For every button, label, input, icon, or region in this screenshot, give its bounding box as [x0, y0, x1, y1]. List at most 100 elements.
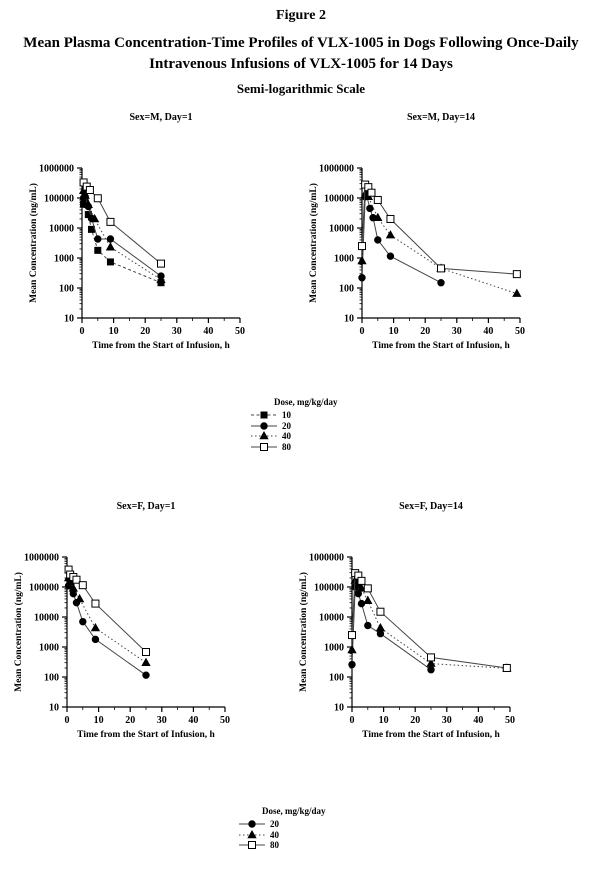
svg-text:1000: 1000 [324, 643, 344, 654]
data-point [78, 581, 87, 590]
legend-item-dose-80: 80 [250, 442, 338, 453]
svg-text:10: 10 [49, 703, 59, 714]
svg-text:20: 20 [125, 715, 135, 726]
svg-text:10000: 10000 [319, 613, 344, 624]
svg-text:0: 0 [65, 715, 70, 726]
data-point [248, 820, 256, 828]
data-point [512, 270, 521, 279]
svg-text:10000: 10000 [329, 224, 354, 235]
legend-marker-triangle-filled-icon [239, 829, 265, 839]
data-point [347, 644, 357, 654]
data-point [260, 422, 268, 430]
svg-text:10: 10 [109, 326, 119, 337]
data-point [260, 411, 268, 419]
x-axis-label: Time from the Start of Infusion, h [362, 730, 500, 740]
svg-text:0: 0 [360, 326, 365, 337]
legend-item-label: 80 [282, 441, 291, 452]
data-point [68, 583, 78, 592]
data-point [502, 663, 511, 672]
svg-text:100: 100 [339, 284, 354, 295]
data-point [357, 576, 366, 585]
data-point [358, 242, 366, 251]
svg-text:20: 20 [410, 715, 420, 726]
series-dose-80 [348, 569, 511, 672]
data-point [93, 194, 102, 203]
legend-title: Dose, mg/kg/day [274, 397, 338, 407]
svg-text:10000: 10000 [49, 224, 74, 235]
svg-text:10: 10 [94, 715, 104, 726]
data-point [348, 660, 356, 669]
legend-item-dose-20: 20 [238, 819, 326, 830]
chart-title: Sex=M, Day=14 [407, 112, 475, 123]
x-axis: 0 10 20 30 40 50 [360, 317, 525, 337]
svg-text:50: 50 [515, 326, 525, 337]
data-point [385, 230, 396, 239]
data-point [437, 279, 445, 287]
legend-marker-square-open-icon [239, 841, 265, 850]
data-point [512, 288, 522, 297]
data-point [386, 252, 395, 260]
data-point [374, 236, 382, 244]
series-dose-10 [80, 199, 165, 287]
y-axis: 10 100 1000 10000 100000 1000000 [39, 164, 83, 325]
legend-item-label: 40 [270, 829, 279, 840]
svg-text:40: 40 [203, 326, 213, 337]
data-point [74, 593, 85, 603]
svg-text:30: 30 [172, 326, 182, 337]
chart-title: Sex=F, Day=14 [399, 501, 463, 512]
y-axis-label: Mean Concentration (ng/mL) [28, 183, 39, 303]
data-point [85, 185, 94, 194]
data-point [106, 217, 115, 226]
y-axis-label: Mean Concentration (ng/mL) [13, 572, 24, 692]
series-dose-80 [79, 178, 165, 268]
svg-text:1000000: 1000000 [319, 164, 354, 175]
legend-item-dose-10: 10 [250, 410, 338, 421]
y-axis: 10 100 1000 10000 100000 1000000 [309, 553, 353, 714]
data-point [356, 583, 367, 592]
data-point [141, 657, 151, 666]
series-dose-40 [63, 572, 151, 666]
svg-text:0: 0 [80, 326, 85, 337]
data-point [259, 431, 269, 440]
svg-text:10: 10 [344, 314, 354, 325]
series-dose-80 [358, 180, 521, 279]
svg-text:100000: 100000 [29, 583, 59, 594]
legend-item-label: 10 [282, 410, 291, 421]
data-point [106, 258, 114, 266]
chart-female-day1: Sex=F, Day=11010010001000010000010000000… [13, 501, 230, 740]
chart-male-day1: Sex=M, Day=11010010001000010000010000000… [28, 112, 245, 351]
data-point [79, 617, 87, 626]
data-point [91, 635, 100, 644]
data-point [65, 576, 75, 586]
svg-text:1000: 1000 [334, 254, 354, 265]
svg-text:30: 30 [452, 326, 462, 337]
x-axis-label: Time from the Start of Infusion, h [77, 730, 215, 740]
figure-label: Figure 2 [276, 8, 326, 23]
chart-male-day14: Sex=M, Day=14101001000100001000001000000… [308, 112, 525, 351]
svg-text:1000000: 1000000 [39, 164, 74, 175]
x-axis-label: Time from the Start of Infusion, h [92, 341, 230, 351]
legend-item-label: 20 [270, 819, 279, 830]
data-point [248, 841, 256, 850]
svg-text:50: 50 [235, 326, 245, 337]
data-point [156, 274, 166, 283]
data-point [247, 829, 257, 839]
legend-item-label: 80 [270, 840, 279, 851]
legend-marker-square-open-icon [251, 442, 277, 451]
x-axis: 0 10 20 30 40 50 [65, 706, 230, 726]
svg-text:30: 30 [157, 715, 167, 726]
legend-item-label: 40 [282, 431, 291, 442]
data-point [142, 648, 150, 657]
series-dose-20 [79, 193, 165, 280]
data-point [357, 255, 367, 265]
svg-text:50: 50 [220, 715, 230, 726]
data-point [106, 235, 115, 243]
x-axis: 0 10 20 30 40 50 [350, 706, 515, 726]
svg-text:10: 10 [379, 715, 389, 726]
data-point [83, 199, 93, 208]
svg-text:40: 40 [188, 715, 198, 726]
svg-text:20: 20 [140, 326, 150, 337]
data-point [376, 607, 385, 616]
svg-text:10: 10 [64, 314, 74, 325]
svg-text:50: 50 [505, 715, 515, 726]
